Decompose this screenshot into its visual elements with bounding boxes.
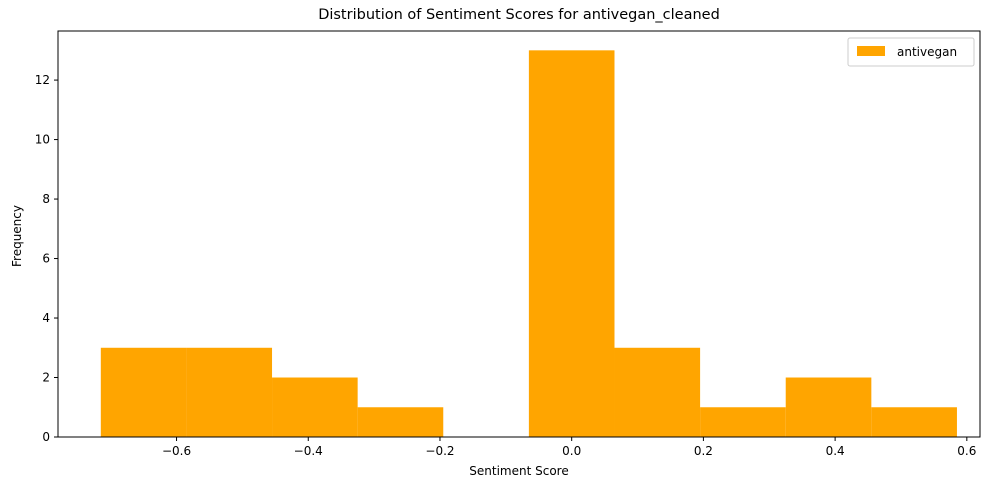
bars-group xyxy=(100,50,957,437)
y-tick-label: 6 xyxy=(42,252,50,266)
y-tick-label: 12 xyxy=(35,73,50,87)
x-axis-title: Sentiment Score xyxy=(469,464,568,478)
y-tick-label: 10 xyxy=(35,133,50,147)
histogram-bar xyxy=(614,347,701,437)
x-tick-label: 0.4 xyxy=(826,444,845,458)
legend: antivegan xyxy=(847,37,975,67)
x-tick-label: 0.2 xyxy=(694,444,713,458)
histogram-bar xyxy=(357,407,444,437)
histogram-bar xyxy=(186,347,273,437)
histogram-bar xyxy=(785,377,872,437)
y-tick-label: 2 xyxy=(42,371,50,385)
histogram-bar xyxy=(528,50,615,437)
x-tick-label: 0.0 xyxy=(562,444,581,458)
y-axis-ticks: 0 2 4 6 8 10 12 xyxy=(35,73,58,444)
histogram-bar xyxy=(700,407,786,437)
legend-swatch xyxy=(857,46,885,56)
legend-box xyxy=(847,37,975,67)
histogram-bar xyxy=(871,407,957,437)
y-tick-label: 4 xyxy=(42,311,50,325)
plot-frame xyxy=(57,30,981,438)
y-tick-label: 8 xyxy=(42,192,50,206)
x-tick-label: 0.6 xyxy=(957,444,976,458)
y-tick-label: 0 xyxy=(42,430,50,444)
histogram-bar xyxy=(100,347,187,437)
x-tick-label: −0.4 xyxy=(294,444,323,458)
y-axis-title: Frequency xyxy=(10,205,24,267)
legend-label: antivegan xyxy=(897,45,957,59)
chart-title: Distribution of Sentiment Scores for ant… xyxy=(318,7,720,23)
x-tick-label: −0.6 xyxy=(162,444,191,458)
histogram-bar xyxy=(272,377,358,437)
x-tick-label: −0.2 xyxy=(425,444,454,458)
x-axis-ticks: −0.6 −0.4 −0.2 0.0 0.2 0.4 0.6 xyxy=(162,437,976,458)
